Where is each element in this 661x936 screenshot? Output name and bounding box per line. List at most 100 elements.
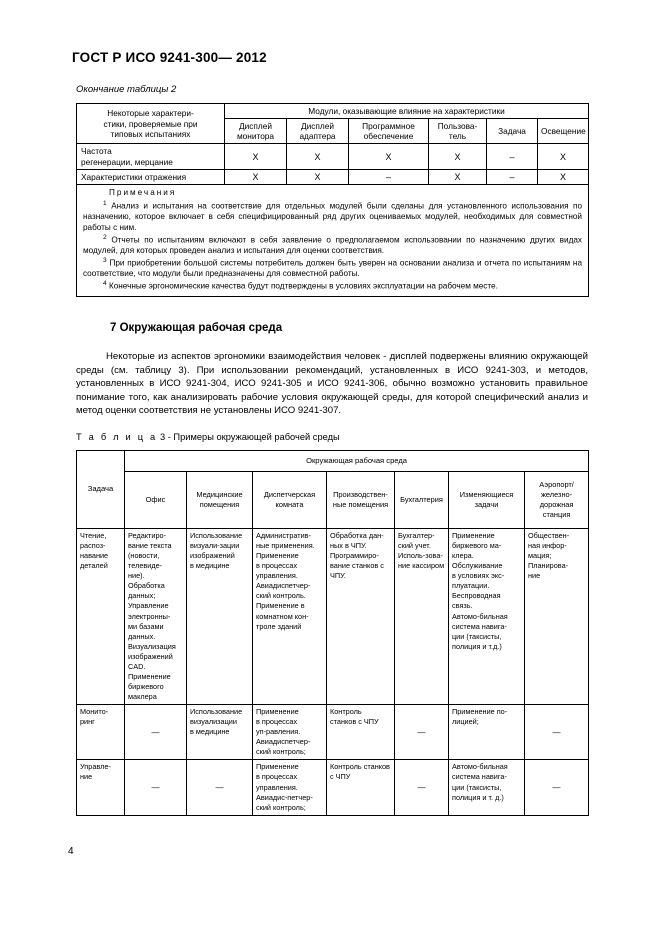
cell-line: Контроль [330, 707, 362, 717]
table3-cell: Применение биржевого ма- клера. Обслужив… [448, 527, 525, 706]
cell-line: Применение [452, 531, 495, 540]
note-item: 3 При приобретении большой системы потре… [83, 257, 582, 280]
cell-line: ние кассиром [398, 561, 445, 571]
note-item: 4 Конечные эргономические качества будут… [83, 280, 582, 292]
cell-line: мация; [528, 551, 552, 561]
header-line: Диспетчерская [263, 489, 316, 499]
table2-col-software: Программное обеспечение [348, 117, 429, 145]
table3-cell: Административ- ные применения. Применени… [252, 527, 327, 706]
table2-notes: Примечания 1 Анализ и испытания на соотв… [75, 184, 590, 298]
header-line: тель [448, 131, 467, 142]
header-line: Дисплей [239, 121, 272, 131]
table2-row-label: Характеристики отражения [76, 168, 225, 186]
cell-line: система навига- [452, 772, 507, 782]
note-number: 3 [103, 256, 107, 264]
cell-line: Применение [256, 551, 299, 561]
cell-line: клера. [452, 551, 474, 561]
header-line: Пользова- [437, 121, 478, 131]
task-line: ринг [80, 717, 95, 727]
cell-line: ЧПУ. [330, 571, 346, 581]
table2-header-characteristics: Некоторые характери- стики, проверяемые … [76, 102, 225, 145]
table3-cell-empty: — [523, 759, 590, 816]
section-heading-7: 7 Окружающая рабочая среда [110, 322, 283, 334]
note-text: Анализ и испытания на соответствие для о… [83, 201, 583, 232]
note-text: Отчеты по испытаниям включают в себя зая… [83, 235, 583, 256]
cell-line: полиция и т.д.) [452, 641, 502, 651]
table-row: Чтение, распоз- навание деталей Редактир… [76, 527, 590, 706]
cell-line: Автомо-бильная [452, 762, 508, 772]
table3-col-control-room: Диспетчерская комната [252, 471, 327, 529]
cell-line: ные применения. [256, 541, 315, 551]
cell-line: ский контроль. [256, 591, 306, 601]
table3-cell-empty: — [394, 759, 449, 816]
table3-cell: Редактиро- вание текста (новости, телеви… [124, 527, 187, 706]
table-3: Задача Окружающая рабочая среда Офис Мед… [76, 450, 590, 816]
table2-caption: Окончание таблицы 2 [76, 84, 177, 95]
note-number: 4 [103, 279, 107, 287]
header-line: станция [542, 510, 571, 520]
cell-line: управления. [256, 571, 298, 581]
cell-line: в условиях экс- [452, 571, 505, 581]
cell-line: CAD. [128, 661, 146, 671]
cell-line: Беспроводная [452, 591, 501, 601]
notes-title: Примечания [109, 188, 177, 198]
cell-line: в процессах [256, 772, 298, 782]
header-line: обеспечение [363, 131, 414, 142]
cell-line: биржевого [128, 681, 164, 691]
cell-line: изображений [190, 551, 235, 561]
table2-col-display-adapter: Дисплей адаптера [286, 117, 349, 145]
cell-line: связь. [452, 601, 473, 611]
cell-line: Административ- [256, 531, 311, 540]
cell-line: ная инфор- [528, 541, 567, 551]
cell-line: вание текста [128, 541, 172, 551]
task-line: деталей [80, 561, 108, 571]
table2-cell: X [286, 168, 349, 186]
note-item: 2 Отчеты по испытаниям включают в себя з… [83, 234, 582, 257]
cell-line: изображений [128, 651, 173, 661]
cell-line: Планирова- [528, 561, 569, 571]
table3-cell: Обработка дан- ных в ЧПУ. Программиро- в… [326, 527, 395, 706]
header-line: Медицинские [196, 489, 243, 499]
cell-line: телевиде- [128, 561, 163, 571]
header-line: адаптера [299, 131, 336, 142]
table-2: Некоторые характери- стики, проверяемые … [75, 102, 590, 298]
header-line: Офис [145, 494, 166, 504]
caption-text: - Примеры окружающей рабочей среды [167, 432, 340, 442]
cell-line: Обработка [128, 581, 165, 591]
task-line: распоз- [80, 541, 106, 551]
table3-cell: Контроль станков с ЧПУ [326, 704, 395, 761]
cell-line: лицией; [452, 717, 479, 727]
caption-label: Т а б л и ц а [76, 432, 158, 442]
cell-line: Обработка дан- [330, 531, 384, 540]
task-line: навание [80, 551, 109, 561]
header-line: задачи [474, 500, 499, 509]
header-line: Изменяющиеся [459, 489, 514, 499]
table-row: Монито- ринг — Использование визуализаци… [76, 704, 590, 761]
task-line: Управле- [80, 762, 111, 772]
cell-line: Авиадиспетчер- [256, 737, 311, 747]
table2-cell: X [536, 168, 590, 186]
table2-cell: – [486, 168, 538, 186]
table2-notes-row: Примечания 1 Анализ и испытания на соотв… [75, 184, 590, 298]
cell-line: электронны- [128, 611, 171, 621]
table3-col-airport-station: Аэропорт/ железно- дорожная станция [523, 471, 590, 529]
header-line: железно- [540, 489, 573, 499]
cell-line: Применение в [256, 601, 305, 611]
header-line: монитора [236, 131, 275, 142]
table2-header-row-1: Некоторые характери- стики, проверяемые … [76, 102, 590, 145]
cell-line: визуали-зации [190, 541, 240, 551]
cell-line: Авиадис-петчер- [256, 792, 313, 802]
cell-line: Бухгалтер- [398, 531, 435, 540]
cell-line: маклера [128, 692, 157, 701]
cell-line: данных. [128, 631, 156, 641]
table2-cell: – [348, 168, 429, 186]
cell-line: ции (таксисты, [452, 782, 502, 792]
cell-line: ский контроль; [256, 747, 306, 757]
cell-line: Обслуживание [452, 561, 503, 571]
row-label-line: Характеристики отражения [81, 171, 187, 182]
table3-col-changing-tasks: Изменяющиеся задачи [448, 471, 525, 529]
cell-line: система навига- [452, 621, 507, 631]
cell-line: в медицине [190, 561, 230, 571]
cell-line: комнатном кон- [256, 611, 309, 621]
